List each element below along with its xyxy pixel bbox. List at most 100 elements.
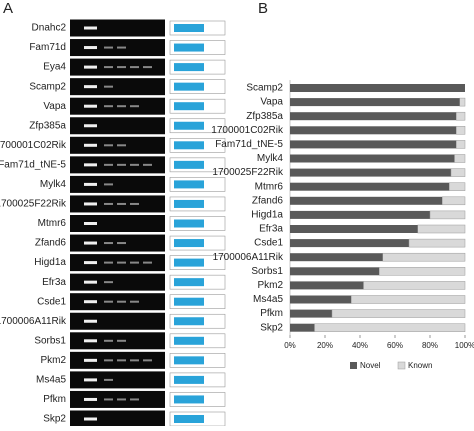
bar-segment [290, 281, 364, 290]
bar-segment [290, 267, 380, 276]
bar-segment [290, 140, 457, 149]
bar-segment [449, 182, 466, 191]
bar-segment [314, 323, 466, 332]
exon-block [174, 121, 204, 130]
bar-segment [450, 168, 466, 177]
gel-band [117, 202, 126, 205]
y-tick-label: Vapa [260, 97, 283, 108]
bar-segment [456, 126, 466, 135]
gel-image [70, 273, 165, 291]
gel-band [104, 66, 113, 69]
bar-segment [290, 84, 465, 92]
gel-band [130, 300, 139, 303]
gel-image [70, 78, 165, 96]
y-tick-label: Ms4a5 [253, 294, 283, 305]
gel-image [70, 215, 165, 232]
gel-band [143, 261, 152, 264]
gel-band [84, 300, 97, 304]
bar-segment [290, 323, 315, 332]
bar-segment [379, 267, 466, 276]
gene-label: 1700025F22Rik [0, 199, 67, 210]
gel-band [84, 222, 97, 225]
bar-segment [454, 154, 466, 163]
gel-band [104, 202, 113, 205]
y-tick-label: 1700001C02Rik [211, 125, 284, 136]
gel-band [104, 105, 113, 108]
gel-band [84, 65, 97, 69]
y-tick-label: Efr3a [259, 224, 283, 235]
gel-band [130, 105, 139, 108]
gel-band [104, 183, 113, 186]
gene-label: Fam71d [29, 42, 66, 53]
exon-block [174, 24, 204, 32]
exon-block [174, 102, 204, 111]
bar-segment [290, 210, 430, 219]
gel-band [104, 378, 113, 381]
exon-block [174, 141, 204, 150]
exon-block [174, 356, 204, 365]
gel-band [117, 359, 126, 362]
gel-band [117, 300, 126, 303]
gel-band [117, 144, 126, 147]
gel-image [70, 175, 165, 193]
gel-band [117, 398, 126, 401]
gel-band [104, 339, 113, 342]
gel-band [84, 261, 97, 265]
gene-label: Skp2 [43, 414, 66, 425]
gene-label: Eya4 [43, 62, 66, 73]
exon-block [174, 180, 204, 189]
x-tick-label: 60% [387, 341, 403, 350]
exon-block [174, 336, 204, 345]
panel-label: A [3, 0, 13, 17]
y-tick-label: Higd1a [251, 210, 283, 221]
gel-band [104, 359, 113, 362]
bar-segment [290, 98, 460, 107]
exon-block [174, 375, 204, 384]
gel-band [130, 398, 139, 401]
gel-band [104, 85, 113, 88]
gene-label: Scamp2 [29, 81, 66, 92]
legend-label: Known [408, 361, 432, 370]
bar-segment [459, 97, 466, 107]
bar-segment [290, 309, 332, 318]
y-tick-label: Zfp385a [246, 111, 283, 122]
gel-band [84, 182, 97, 186]
gel-band [130, 261, 139, 264]
bar-segment [290, 112, 457, 121]
bar-segment [456, 140, 466, 149]
bar-segment [290, 253, 383, 262]
x-tick-label: 80% [422, 341, 438, 350]
bar-segment [290, 225, 418, 233]
gene-label: Sorbs1 [34, 335, 66, 346]
gene-label: Pkm2 [40, 355, 66, 366]
x-tick-label: 40% [352, 341, 368, 350]
gene-label: Zfp385a [29, 120, 66, 131]
gel-band [84, 202, 97, 206]
gel-band [143, 66, 152, 69]
gel-image [70, 371, 165, 389]
gel-band [117, 261, 126, 264]
y-tick-label: Skp2 [260, 322, 283, 333]
bar-segment [290, 154, 455, 163]
gel-band [84, 163, 97, 167]
y-tick-label: Mylk4 [257, 153, 284, 164]
gel-band [84, 143, 97, 147]
y-tick-label: Pkm2 [257, 280, 283, 291]
gel-band [84, 104, 97, 108]
bar-segment [290, 126, 457, 135]
bar-segment [290, 168, 451, 177]
gel-band [104, 144, 113, 147]
y-tick-label: Csde1 [254, 238, 283, 249]
gene-label: Higd1a [34, 257, 66, 268]
gel-band [84, 46, 97, 50]
gel-band [104, 261, 113, 264]
y-tick-label: Sorbs1 [251, 266, 283, 277]
bar-segment [290, 239, 409, 248]
bar-segment [290, 196, 443, 205]
gel-image [70, 312, 165, 330]
gene-label: Zfand6 [35, 238, 67, 249]
x-tick-label: 0% [284, 341, 296, 350]
gel-band [104, 300, 113, 303]
gel-band [117, 105, 126, 108]
panel-label: B [258, 0, 268, 17]
